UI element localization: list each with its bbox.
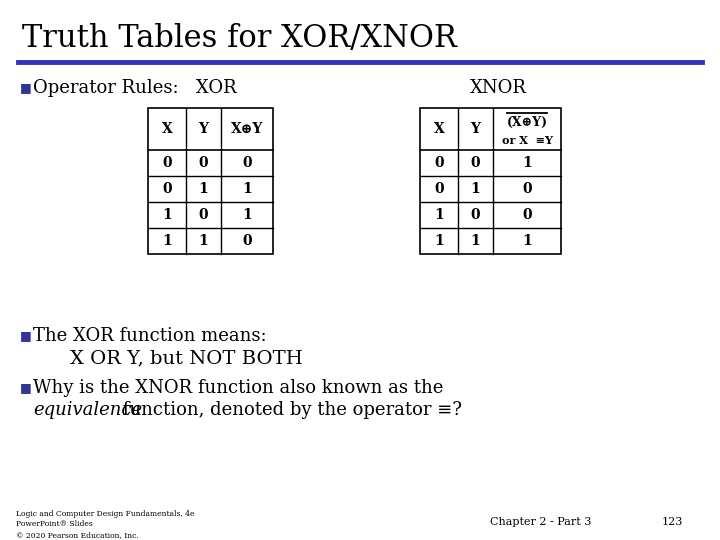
Text: 0: 0 <box>162 156 172 170</box>
Text: Why is the XNOR function also known as the: Why is the XNOR function also known as t… <box>33 379 444 397</box>
Text: 0: 0 <box>522 208 532 222</box>
Text: 1: 1 <box>471 182 480 196</box>
Bar <box>148 108 273 254</box>
Text: 1: 1 <box>242 208 252 222</box>
Text: 1: 1 <box>162 208 172 222</box>
Text: ■: ■ <box>20 82 32 94</box>
Text: 0: 0 <box>522 182 532 196</box>
Text: 1: 1 <box>434 234 444 248</box>
Bar <box>420 108 561 254</box>
Text: Y: Y <box>199 122 209 136</box>
Text: 1: 1 <box>162 234 172 248</box>
Text: X OR Y, but NOT BOTH: X OR Y, but NOT BOTH <box>70 349 302 367</box>
Text: 0: 0 <box>199 208 208 222</box>
Text: 1: 1 <box>471 234 480 248</box>
Text: or X  ≡Y: or X ≡Y <box>502 134 552 145</box>
Text: 0: 0 <box>242 234 252 248</box>
Text: 1: 1 <box>522 234 532 248</box>
Text: 0: 0 <box>434 156 444 170</box>
Text: 0: 0 <box>471 156 480 170</box>
Text: X⊕Y: X⊕Y <box>231 122 264 136</box>
Text: Logic and Computer Design Fundamentals, 4e
PowerPoint® Slides
© 2020 Pearson Edu: Logic and Computer Design Fundamentals, … <box>16 510 194 539</box>
Text: Operator Rules:   XOR: Operator Rules: XOR <box>33 79 237 97</box>
Text: ■: ■ <box>20 381 32 395</box>
Text: X: X <box>433 122 444 136</box>
Text: ■: ■ <box>20 329 32 342</box>
Text: 0: 0 <box>242 156 252 170</box>
Text: XNOR: XNOR <box>470 79 527 97</box>
Text: 1: 1 <box>522 156 532 170</box>
Text: 0: 0 <box>471 208 480 222</box>
Text: Truth Tables for XOR/XNOR: Truth Tables for XOR/XNOR <box>22 23 457 53</box>
Text: 1: 1 <box>434 208 444 222</box>
Text: Y: Y <box>470 122 480 136</box>
Text: Chapter 2 - Part 3: Chapter 2 - Part 3 <box>490 517 591 527</box>
Text: 1: 1 <box>199 182 208 196</box>
Text: 123: 123 <box>661 517 683 527</box>
Text: X: X <box>161 122 172 136</box>
Text: 0: 0 <box>199 156 208 170</box>
Text: 0: 0 <box>162 182 172 196</box>
Text: 0: 0 <box>434 182 444 196</box>
Text: (X⊕Y): (X⊕Y) <box>506 116 548 129</box>
Text: 1: 1 <box>242 182 252 196</box>
Text: function, denoted by the operator ≡?: function, denoted by the operator ≡? <box>117 401 462 419</box>
Text: The XOR function means:: The XOR function means: <box>33 327 266 345</box>
Text: equivalence: equivalence <box>33 401 142 419</box>
Text: 1: 1 <box>199 234 208 248</box>
